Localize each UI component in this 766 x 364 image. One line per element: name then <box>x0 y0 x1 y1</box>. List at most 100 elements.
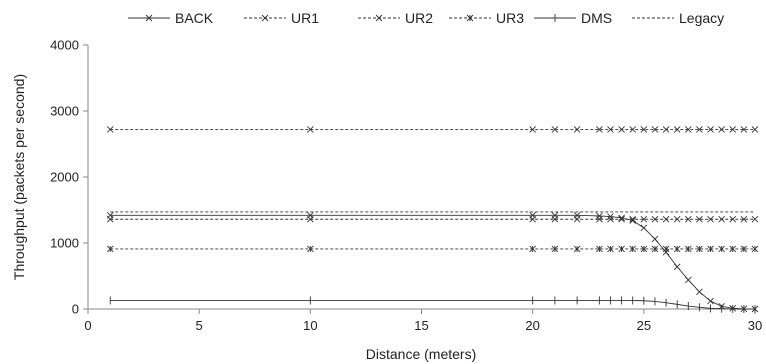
data-point-ur2 <box>640 215 648 223</box>
data-point-ur1 <box>573 126 581 133</box>
data-point-ur2 <box>629 215 637 223</box>
data-point-ur3 <box>707 245 714 253</box>
data-point-ur1 <box>718 126 725 133</box>
y-tick-label: 2000 <box>50 170 79 185</box>
legend-item-legacy: Legacy <box>632 10 724 26</box>
legend-item-back: BACK <box>128 10 214 26</box>
data-point-ur1 <box>651 126 659 133</box>
data-point-ur2 <box>573 215 581 223</box>
data-point-ur1 <box>551 126 559 133</box>
series-ur1 <box>106 126 759 133</box>
data-point-ur3 <box>751 245 759 253</box>
data-point-ur3 <box>573 245 581 253</box>
data-point-ur1 <box>529 126 536 133</box>
legend-label: Legacy <box>679 10 724 26</box>
data-point-ur1 <box>106 126 114 133</box>
y-axis-title: Throughput (packets per second) <box>11 74 27 280</box>
legend-item-dms: DMS <box>534 10 612 26</box>
legend-label: BACK <box>175 10 214 26</box>
data-point-ur3 <box>684 245 692 253</box>
data-point-ur2 <box>618 215 625 223</box>
y-tick-label: 4000 <box>50 38 79 53</box>
data-point-ur3 <box>651 245 659 253</box>
data-point-back <box>640 224 648 232</box>
x-tick-label: 30 <box>748 318 762 333</box>
data-point-ur1 <box>640 126 648 133</box>
data-point-ur3 <box>662 245 670 253</box>
data-point-back <box>673 263 681 271</box>
legend-marker <box>145 14 153 22</box>
data-point-ur3 <box>618 245 625 253</box>
y-ticks: 0 1000 2000 3000 4000 <box>50 38 88 317</box>
series-ur2 <box>106 215 759 223</box>
data-point-ur2 <box>718 215 725 223</box>
series-dms <box>109 296 756 313</box>
legend-marker <box>375 14 383 22</box>
data-point-ur1 <box>629 126 637 133</box>
data-point-ur2 <box>596 215 603 223</box>
data-point-ur3 <box>551 245 559 253</box>
x-tick-label: 10 <box>303 318 317 333</box>
data-point-ur3 <box>596 245 603 253</box>
data-point-ur3 <box>106 245 114 253</box>
data-point-ur3 <box>718 245 725 253</box>
data-point-ur2 <box>684 215 692 223</box>
data-point-ur2 <box>740 215 748 223</box>
data-point-ur1 <box>607 126 614 133</box>
data-point-ur1 <box>740 126 748 133</box>
legend-label: UR2 <box>405 10 433 26</box>
data-point-ur1 <box>729 126 737 133</box>
x-tick-label: 5 <box>196 318 203 333</box>
axes <box>87 45 755 310</box>
series-layer <box>106 126 759 313</box>
x-tick-label: 0 <box>84 318 91 333</box>
data-point-ur1 <box>673 126 681 133</box>
legend-label: UR1 <box>291 10 319 26</box>
data-point-ur1 <box>684 126 692 133</box>
data-point-ur1 <box>707 126 714 133</box>
legend-marker <box>466 14 474 22</box>
legend-label: UR3 <box>496 10 524 26</box>
data-point-ur3 <box>673 245 681 253</box>
data-point-ur2 <box>651 215 659 223</box>
data-point-ur1 <box>307 126 314 133</box>
legend-item-ur2: UR2 <box>358 10 433 26</box>
x-tick-label: 25 <box>637 318 651 333</box>
series-back <box>106 211 759 313</box>
data-point-back <box>696 288 703 296</box>
data-point-back <box>596 212 603 220</box>
data-point-back <box>662 248 670 256</box>
y-tick-label: 1000 <box>50 236 79 251</box>
legend-label: DMS <box>581 10 612 26</box>
legend: BACK UR1 UR2 UR3 DMS Legacy <box>128 10 724 26</box>
x-axis-title: Distance (meters) <box>366 346 476 362</box>
data-point-back <box>651 235 659 243</box>
data-point-ur3 <box>696 245 703 253</box>
data-point-ur3 <box>607 245 614 253</box>
series-ur3 <box>106 245 759 253</box>
legend-item-ur3: UR3 <box>449 10 524 26</box>
data-point-ur2 <box>751 215 759 223</box>
data-point-ur3 <box>740 245 748 253</box>
data-point-back <box>684 276 692 284</box>
legend-item-ur1: UR1 <box>244 10 319 26</box>
data-point-back <box>607 213 614 220</box>
data-point-ur2 <box>707 215 714 223</box>
y-tick-label: 0 <box>72 302 79 317</box>
data-point-ur3 <box>307 245 314 253</box>
series-line-dms <box>110 299 755 310</box>
data-point-ur1 <box>662 126 670 133</box>
data-point-ur2 <box>662 215 670 223</box>
data-point-ur2 <box>673 215 681 223</box>
x-tick-label: 15 <box>414 318 428 333</box>
data-point-ur2 <box>529 215 536 223</box>
data-point-ur1 <box>751 126 759 133</box>
data-point-ur3 <box>529 245 536 253</box>
data-point-ur1 <box>596 126 603 133</box>
series-line-back <box>110 214 756 310</box>
data-point-ur2 <box>106 215 114 223</box>
legend-marker <box>261 14 269 22</box>
data-point-ur2 <box>607 215 614 223</box>
data-point-ur3 <box>729 245 737 253</box>
data-point-ur1 <box>618 126 625 133</box>
